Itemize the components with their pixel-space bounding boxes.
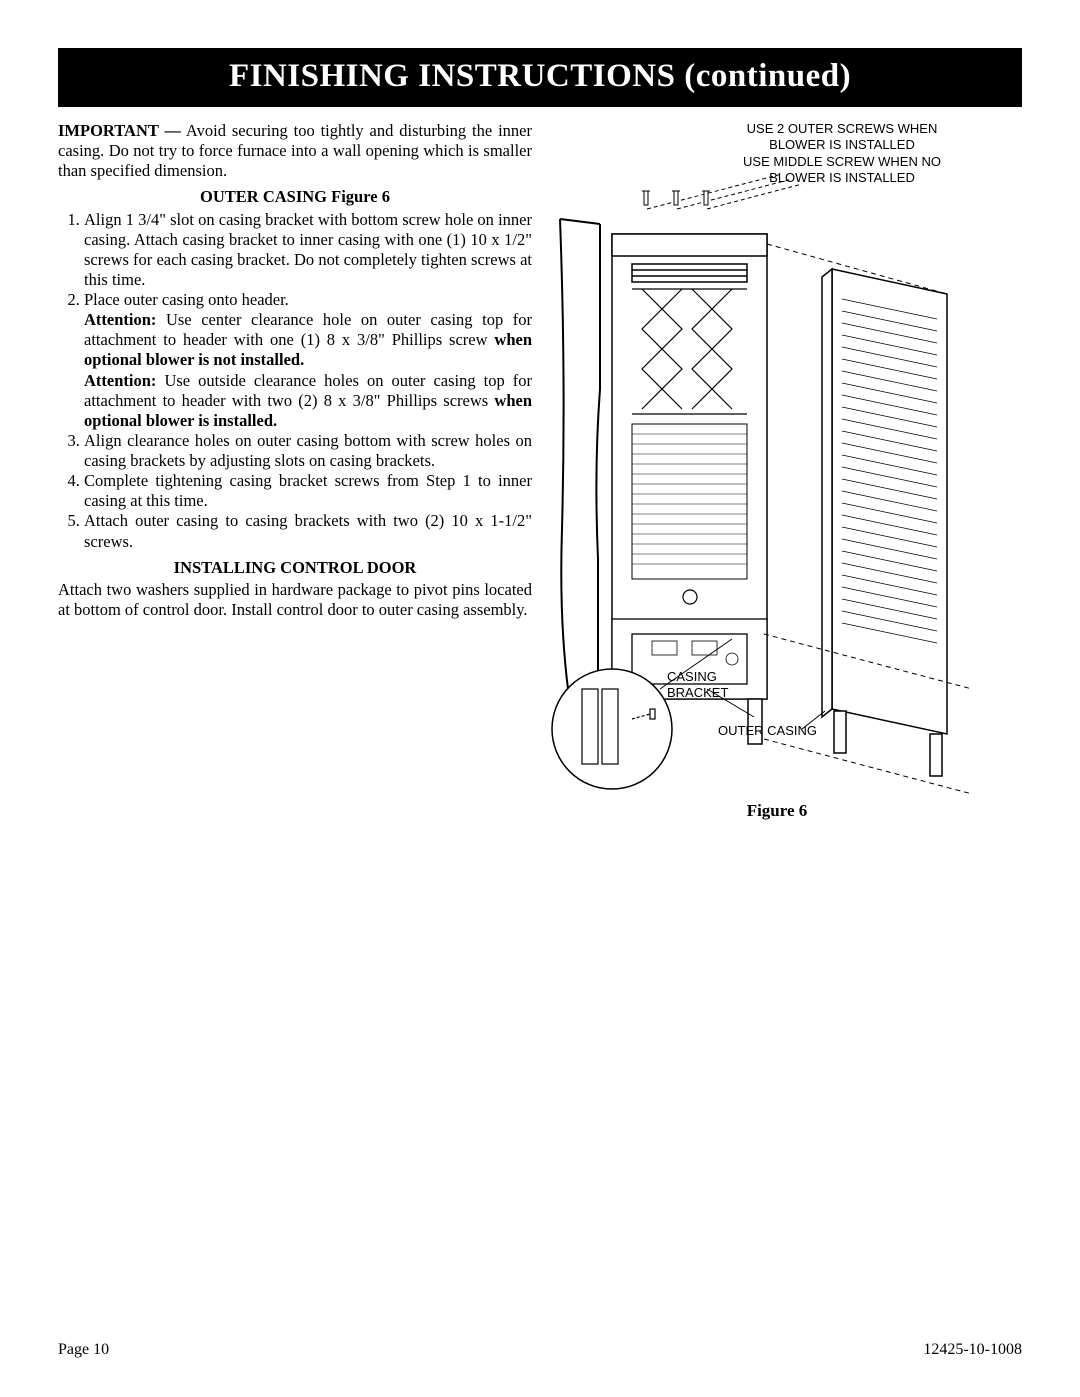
callout-line3: USE MIDDLE SCREW WHEN NO (743, 154, 941, 169)
content-columns: IMPORTANT — Avoid securing too tightly a… (58, 121, 1022, 809)
page-header: FINISHING INSTRUCTIONS (continued) (58, 48, 1022, 107)
control-door-text: Attach two washers supplied in hardware … (58, 580, 532, 620)
step-5: Attach outer casing to casing brackets w… (84, 511, 532, 551)
important-label: IMPORTANT — (58, 121, 181, 140)
figure-column: USE 2 OUTER SCREWS WHEN BLOWER IS INSTAL… (532, 121, 1022, 809)
step-2: Place outer casing onto header. Attentio… (84, 290, 532, 431)
step-4: Complete tightening casing bracket screw… (84, 471, 532, 511)
outer-casing-heading: OUTER CASING Figure 6 (58, 187, 532, 207)
step-2c-label: Attention: (84, 371, 156, 390)
step-3: Align clearance holes on outer casing bo… (84, 431, 532, 471)
outer-casing-steps: Align 1 3/4" slot on casing bracket with… (58, 210, 532, 552)
step-2b-label: Attention: (84, 310, 156, 329)
page-footer: Page 10 12425-10-1008 (58, 1341, 1022, 1359)
control-door-heading: INSTALLING CONTROL DOOR (58, 558, 532, 578)
figure-6-diagram (532, 129, 1022, 809)
callout-screws: USE 2 OUTER SCREWS WHEN BLOWER IS INSTAL… (712, 121, 972, 186)
callout-line1: USE 2 OUTER SCREWS WHEN (747, 121, 938, 136)
step-1: Align 1 3/4" slot on casing bracket with… (84, 210, 532, 291)
callout-outer-casing: OUTER CASING (697, 723, 817, 739)
footer-docnum: 12425-10-1008 (923, 1341, 1022, 1359)
important-paragraph: IMPORTANT — Avoid securing too tightly a… (58, 121, 532, 181)
callout-line2: BLOWER IS INSTALLED (769, 137, 915, 152)
callout-casing-bracket: CASING BRACKET (667, 669, 747, 702)
figure-caption: Figure 6 (532, 801, 1022, 821)
text-column: IMPORTANT — Avoid securing too tightly a… (58, 121, 532, 809)
footer-page: Page 10 (58, 1341, 109, 1359)
step-2a: Place outer casing onto header. (84, 290, 289, 309)
callout-line4: BLOWER IS INSTALLED (769, 170, 915, 185)
